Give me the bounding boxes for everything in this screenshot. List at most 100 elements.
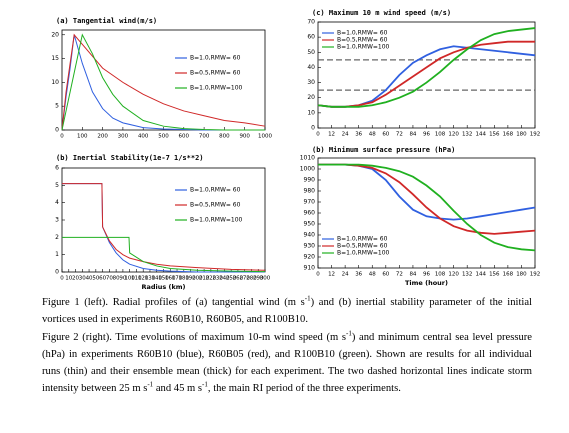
x-tick-label: 260 [233, 276, 244, 282]
x-tick-label: 200 [97, 134, 108, 140]
x-tick-label: 50 [92, 276, 99, 282]
series-line [317, 45, 536, 108]
x-tick-label: 200 [192, 276, 203, 282]
caption-text: Figure 2 (right). Time evolutions of max… [42, 331, 347, 343]
y-tick-label: 5 [55, 103, 59, 110]
x-tick-label: 300 [118, 134, 129, 140]
x-tick-label: 60 [382, 272, 389, 278]
legend-label: B=1.0,RMW=100 [190, 85, 243, 92]
y-tick-label: 2 [55, 234, 59, 241]
x-tick-label: 1000 [258, 134, 272, 140]
y-tick-label: 20 [51, 31, 59, 38]
x-tick-label: 10 [65, 276, 72, 282]
x-tick-label: 180 [179, 276, 190, 282]
caption-text: , the main RI period of the three experi… [207, 383, 401, 395]
series-line [61, 33, 265, 131]
series-line [62, 183, 265, 273]
x-tick-label: 0 [60, 276, 64, 282]
x-tick-label: 168 [503, 132, 514, 138]
x-tick-label: 12 [328, 272, 335, 278]
x-tick-label: 290 [253, 276, 264, 282]
x-tick-label: 36 [355, 272, 362, 278]
legend-label: B=1.0,RMW= 60 [337, 30, 388, 37]
x-tick-label: 70 [106, 276, 113, 282]
x-tick-label: 96 [423, 272, 430, 278]
y-tick-label: 980 [304, 188, 316, 195]
x-tick-label: 280 [246, 276, 257, 282]
x-tick-label: 800 [219, 134, 230, 140]
x-tick-label: 24 [342, 272, 349, 278]
x-tick-label: 20 [72, 276, 79, 282]
x-tick-label: 48 [369, 272, 376, 278]
x-tick-label: 100 [77, 134, 88, 140]
x-tick-label: 24 [342, 132, 349, 138]
y-tick-label: 1010 [300, 155, 315, 162]
x-tick-label: 270 [239, 276, 250, 282]
x-tick-label: 192 [530, 272, 541, 278]
caption-text: ) and (b) inertial stability parameter o… [42, 297, 532, 326]
x-tick-label: 40 [86, 276, 93, 282]
x-tick-label: 90 [119, 276, 126, 282]
x-tick-label: 132 [462, 272, 473, 278]
x-tick-label: 700 [199, 134, 210, 140]
chart-title: (b) Minimum surface pressure (hPa) [312, 146, 455, 154]
legend-label: B=1.0,RMW=100 [337, 250, 390, 257]
x-tick-label: 220 [206, 276, 217, 282]
y-tick-label: 930 [304, 243, 316, 250]
figure: (a) Tangential wind(m/s)0 100 200 300 400 500… [51, 9, 541, 291]
caption-superscript: -1 [147, 380, 154, 389]
x-tick-label: 0 [316, 272, 320, 278]
x-axis-label: Time (hour) [405, 279, 448, 287]
series-line [318, 163, 536, 221]
x-tick-label: 500 [158, 134, 169, 140]
legend-label: B=1.0,RMW=100 [337, 44, 390, 51]
x-tick-label: 100 [124, 276, 135, 282]
y-tick-label: 10 [307, 109, 315, 116]
x-axis-label: Radius (km) [141, 283, 185, 291]
x-tick-label: 168 [503, 272, 514, 278]
y-tick-label: 940 [304, 232, 316, 239]
caption-superscript: -1 [202, 380, 208, 389]
y-tick-label: 40 [307, 64, 315, 71]
x-tick-label: 108 [435, 132, 446, 138]
x-tick-label: 72 [396, 132, 403, 138]
x-tick-label: 600 [179, 134, 190, 140]
legend-label: B=1.0,RMW= 60 [190, 55, 241, 62]
legend-label: B=0.5,RMW= 60 [337, 37, 388, 44]
x-tick-label: 190 [185, 276, 196, 282]
series-line [62, 236, 266, 273]
x-tick-label: 60 [382, 132, 389, 138]
x-tick-label: 60 [99, 276, 106, 282]
x-tick-label: 30 [79, 276, 86, 282]
legend-label: B=0.5,RMW= 60 [337, 243, 388, 250]
x-tick-label: 0 [316, 132, 320, 138]
series-line [318, 163, 536, 252]
y-tick-label: 0 [55, 269, 59, 276]
x-tick-label: 72 [396, 272, 403, 278]
y-tick-label: 4 [55, 199, 59, 206]
caption-superscript: -1 [346, 329, 352, 338]
y-tick-label: 910 [304, 265, 316, 272]
x-tick-label: 108 [435, 272, 446, 278]
x-tick-label: 120 [138, 276, 149, 282]
y-tick-label: 70 [307, 19, 315, 26]
series-line [61, 33, 266, 131]
caption-figure2: Figure 2 (right). Time evolutions of max… [42, 329, 532, 398]
x-tick-label: 0 [60, 134, 64, 140]
x-tick-label: 170 [172, 276, 183, 282]
x-tick-label: 130 [145, 276, 156, 282]
x-tick-label: 36 [355, 132, 362, 138]
legend-label: B=1.0,RMW= 60 [190, 187, 241, 194]
x-tick-label: 120 [448, 132, 459, 138]
x-tick-label: 156 [489, 272, 500, 278]
x-tick-label: 110 [131, 276, 142, 282]
x-tick-label: 230 [212, 276, 223, 282]
y-tick-label: 0 [55, 127, 59, 134]
y-tick-label: 1 [55, 251, 59, 258]
x-tick-label: 192 [530, 132, 541, 138]
x-tick-label: 48 [369, 132, 376, 138]
series-line [61, 34, 265, 131]
legend-label: B=1.0,RMW= 60 [337, 236, 388, 243]
x-tick-label: 900 [239, 134, 250, 140]
caption-superscript: -1 [304, 294, 311, 303]
